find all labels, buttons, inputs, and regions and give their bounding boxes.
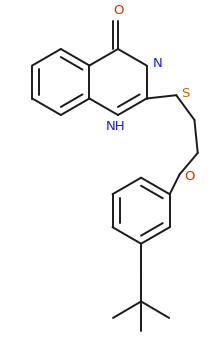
Text: O: O [185, 170, 195, 183]
Text: N: N [153, 57, 162, 70]
Text: O: O [113, 4, 123, 17]
Text: S: S [181, 87, 190, 100]
Text: NH: NH [106, 120, 126, 133]
